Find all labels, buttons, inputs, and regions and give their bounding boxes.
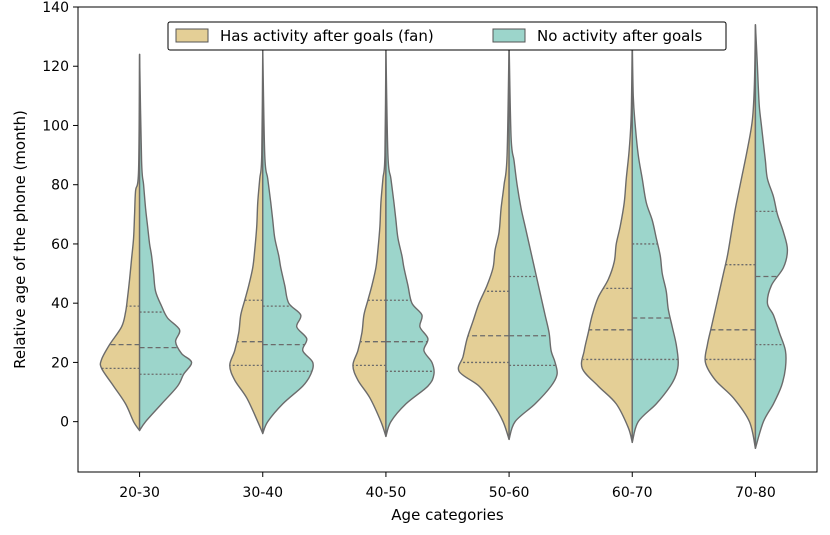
violin-half-right-20-30 (138, 53, 193, 432)
violin-half-right-50-60 (508, 41, 558, 441)
y-tick-label: 140 (42, 0, 69, 16)
x-tick-label: 40-50 (366, 485, 407, 501)
x-tick-label: 20-30 (119, 485, 160, 501)
legend-swatch-no-activity (492, 28, 526, 43)
violin-half-left-50-60 (457, 41, 510, 441)
x-tick-label: 70-80 (735, 485, 776, 501)
violin-half-left-70-80 (704, 24, 757, 450)
violin-half-right-30-40 (262, 47, 314, 435)
violin-half-right-70-80 (754, 24, 789, 450)
y-tick-label: 20 (51, 355, 69, 371)
violin-half-left-60-70 (580, 38, 633, 444)
y-axis-label: Relative age of the phone (month) (11, 110, 29, 369)
legend-label-no-activity: No activity after goals (537, 27, 703, 45)
y-tick-label: 100 (42, 118, 69, 134)
y-tick-label: 60 (51, 237, 69, 253)
legend-box (167, 21, 727, 51)
y-tick-label: 0 (60, 415, 69, 431)
x-tick-label: 60-70 (612, 485, 653, 501)
violin-half-right-60-70 (631, 38, 679, 444)
x-axis-label: Age categories (391, 506, 504, 524)
axis-layer: 0 20 40 60 80 100 120 140 20-30 30-40 40-50 50-60 60… (42, 0, 775, 501)
y-tick-label: 120 (42, 59, 69, 75)
x-tick-label: 30-40 (242, 485, 283, 501)
legend-label-fan: Has activity after goals (fan) (220, 27, 434, 45)
violin-half-left-40-50 (352, 47, 387, 438)
violin-half-left-30-40 (229, 47, 264, 435)
violin-half-left-20-30 (99, 53, 141, 432)
violin-half-right-40-50 (385, 47, 435, 438)
legend-swatch-fan (175, 28, 209, 43)
violin-layer (99, 24, 789, 450)
y-tick-label: 80 (51, 178, 69, 194)
y-tick-label: 40 (51, 296, 69, 312)
plot-frame (77, 6, 818, 473)
x-tick-label: 50-60 (489, 485, 530, 501)
legend: Has activity after goals (fan) No activi… (167, 21, 727, 51)
